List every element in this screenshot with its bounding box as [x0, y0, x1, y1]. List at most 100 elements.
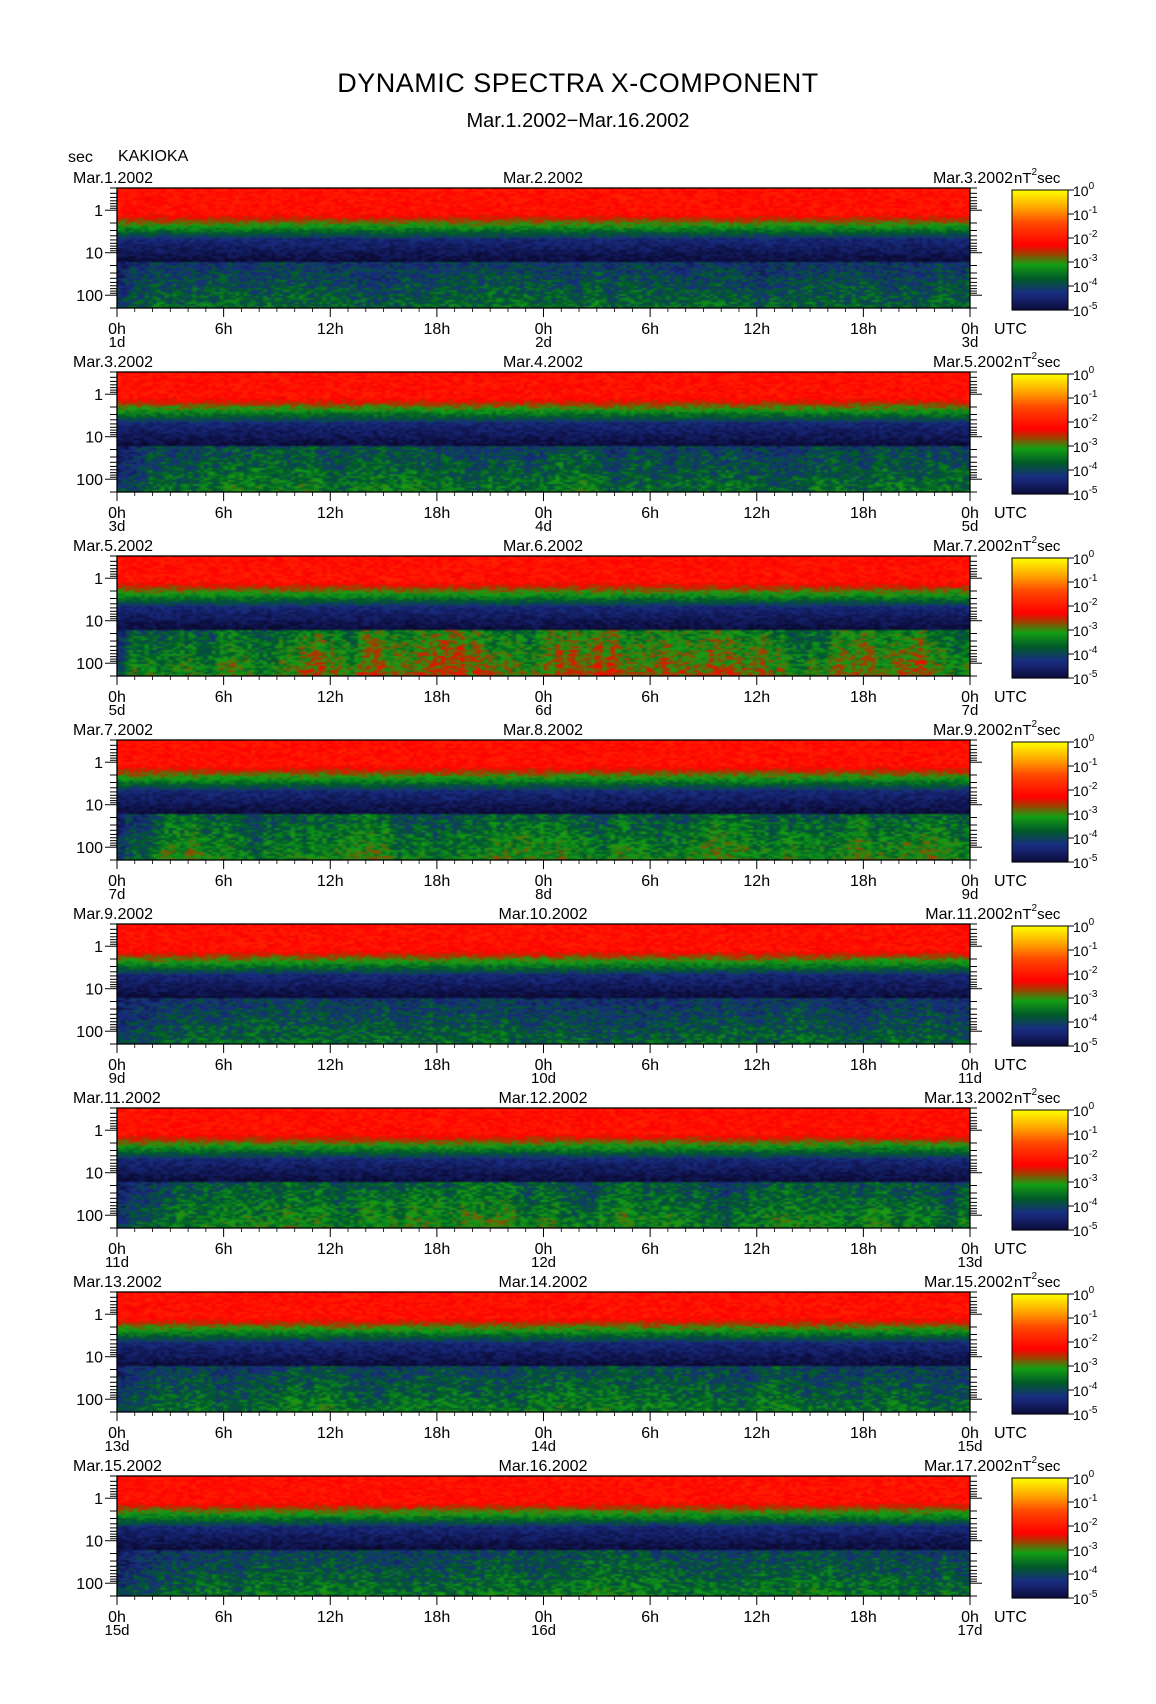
colorbar-tick-exponent: -4: [1089, 1013, 1098, 1024]
x-tick-label: 6h: [215, 689, 233, 706]
x-tick-label: 18h: [850, 1057, 877, 1074]
colorbar-segment: [1012, 638, 1068, 641]
colorbar-segment: [1012, 422, 1068, 425]
colorbar-segment: [1012, 964, 1068, 967]
colorbar-tick-label: 10-1: [1073, 1493, 1098, 1511]
colorbar-segment: [1012, 1548, 1068, 1551]
spectrogram-image: [117, 1292, 970, 1412]
colorbar-segment: [1012, 756, 1068, 759]
colorbar-segment: [1012, 1384, 1068, 1387]
colorbar-tick-exponent: -5: [1089, 669, 1098, 680]
colorbar-segment: [1012, 1574, 1068, 1577]
colorbar-segment: [1012, 1338, 1068, 1341]
colorbar-tick-exponent: -5: [1089, 1221, 1098, 1232]
colorbar-segment: [1012, 826, 1068, 829]
colorbar-tick-mantissa: 10: [1073, 1199, 1089, 1215]
colorbar-segment: [1012, 474, 1068, 477]
colorbar-tick-mantissa: 10: [1073, 1407, 1089, 1423]
x-unit-label: UTC: [994, 321, 1027, 338]
colorbar-segment: [1012, 1188, 1068, 1191]
colorbar-tick-exponent: -4: [1089, 277, 1098, 288]
y-tick-label: 10: [85, 246, 103, 263]
x-tick-label: 6h: [215, 873, 233, 890]
colorbar-segment: [1012, 1568, 1068, 1571]
colorbar-tick-label: 10-2: [1073, 1149, 1098, 1167]
colorbar-segment: [1012, 1166, 1068, 1169]
colorbar-segment: [1012, 566, 1068, 569]
day-label-mid: 8d: [535, 886, 552, 903]
date-label-end: Mar.11.2002: [925, 906, 1013, 923]
x-unit-label: UTC: [994, 1425, 1027, 1442]
colorbar-tick-label: 10-3: [1073, 805, 1098, 823]
colorbar-segment: [1012, 1482, 1068, 1485]
colorbar-unit-exp: 2: [1032, 719, 1038, 730]
colorbar-segment: [1012, 1352, 1068, 1355]
colorbar-segment: [1012, 614, 1068, 617]
x-tick-label: 12h: [317, 321, 344, 338]
colorbar-segment: [1012, 218, 1068, 221]
colorbar-segment: [1012, 452, 1068, 455]
colorbar-segment: [1012, 666, 1068, 669]
colorbar-segment: [1012, 1200, 1068, 1203]
colorbar-segment: [1012, 254, 1068, 257]
colorbar-segment: [1012, 1022, 1068, 1025]
colorbar-segment: [1012, 560, 1068, 563]
x-tick-label: 18h: [850, 1241, 877, 1258]
colorbar-segment: [1012, 858, 1068, 861]
colorbar-unit-exp: 2: [1032, 1087, 1038, 1098]
colorbar-segment: [1012, 1524, 1068, 1527]
colorbar-segment: [1012, 1490, 1068, 1493]
colorbar-segment: [1012, 960, 1068, 963]
colorbar-segment: [1012, 1478, 1068, 1481]
colorbar-tick-label: 10-4: [1073, 645, 1098, 663]
colorbar-frame: [1011, 1477, 1069, 1599]
colorbar-frame: [1011, 1109, 1069, 1231]
colorbar-tick-exponent: -4: [1089, 461, 1098, 472]
colorbar-segment: [1012, 1522, 1068, 1525]
colorbar-segment: [1012, 1136, 1068, 1139]
x-tick-label: 12h: [743, 1609, 770, 1626]
colorbar-segment: [1012, 1038, 1068, 1041]
colorbar-segment: [1012, 994, 1068, 997]
colorbar-segment: [1012, 1512, 1068, 1515]
colorbar-segment: [1012, 1588, 1068, 1591]
spectrogram-image: [117, 372, 970, 492]
colorbar-segment: [1012, 606, 1068, 609]
day-label-mid: 2d: [535, 334, 552, 351]
colorbar-segment: [1012, 404, 1068, 407]
colorbar-unit-label: nT2sec: [1014, 1271, 1061, 1291]
colorbar-segment: [1012, 448, 1068, 451]
colorbar-tick-exponent: -3: [1089, 437, 1098, 448]
colorbar-segment: [1012, 848, 1068, 851]
x-tick-label: 6h: [641, 505, 659, 522]
colorbar-tick-exponent: -4: [1089, 1565, 1098, 1576]
colorbar-unit-prefix: nT: [1014, 354, 1032, 371]
colorbar-segment: [1012, 1378, 1068, 1381]
colorbar-unit-exp: 2: [1032, 351, 1038, 362]
x-tick-label: 0h: [535, 873, 553, 890]
y-tick-label: 100: [76, 472, 103, 489]
colorbar-tick-label: 10-2: [1073, 781, 1098, 799]
colorbar-segment: [1012, 1318, 1068, 1321]
colorbar-segment: [1012, 968, 1068, 971]
colorbar-segment: [1012, 1130, 1068, 1133]
colorbar-segment: [1012, 1590, 1068, 1593]
colorbar-segment: [1012, 1194, 1068, 1197]
colorbar-segment: [1012, 1148, 1068, 1151]
colorbar-tick-label: 100: [1073, 1101, 1095, 1119]
colorbar-segment: [1012, 648, 1068, 651]
colorbar-tick-mantissa: 10: [1073, 367, 1089, 383]
colorbar-segment: [1012, 308, 1068, 311]
colorbar-segment: [1012, 1026, 1068, 1029]
colorbar-tick-exponent: -2: [1089, 965, 1098, 976]
colorbar-segment: [1012, 816, 1068, 819]
colorbar-segment: [1012, 656, 1068, 659]
colorbar-segment: [1012, 624, 1068, 627]
colorbar-segment: [1012, 1302, 1068, 1305]
colorbar-segment: [1012, 1032, 1068, 1035]
colorbar-segment: [1012, 1572, 1068, 1575]
colorbar-unit-label: nT2sec: [1014, 719, 1061, 739]
colorbar-segment: [1012, 216, 1068, 219]
